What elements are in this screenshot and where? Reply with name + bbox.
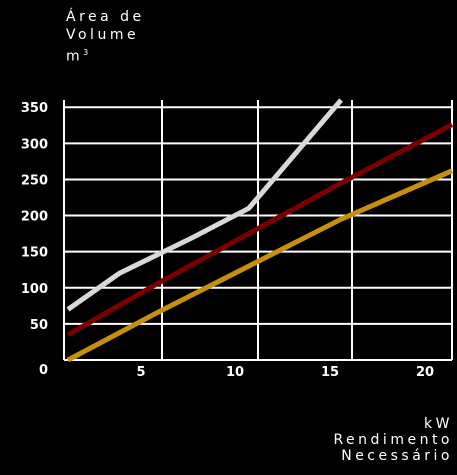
y-axis-unit: m3	[66, 44, 145, 66]
y-tick-label-350: 350	[21, 101, 48, 116]
series-line-1	[66, 98, 344, 312]
series-line-2	[66, 122, 454, 337]
y-tick-label-50: 50	[30, 318, 48, 333]
x-axis-title-line1: kW	[424, 416, 453, 432]
series-line-3	[66, 168, 453, 363]
x-tick-label-10: 10	[226, 365, 244, 380]
x-axis-title-line2: Rendimento	[333, 432, 453, 448]
y-axis-unit-base: m	[66, 48, 84, 65]
x-axis-title: kW Rendimento Necessário	[333, 416, 453, 464]
y-axis-title-line2: Volume	[66, 27, 140, 43]
x-tick-label-15: 15	[321, 365, 339, 380]
x-axis-title-line3: Necessário	[341, 448, 453, 464]
y-tick-label-250: 250	[21, 173, 48, 188]
y-tick-label-300: 300	[21, 137, 48, 152]
y-axis-title: Área de Volume m3	[66, 8, 145, 66]
y-axis-unit-exponent: 3	[83, 48, 89, 57]
y-tick-label-100: 100	[21, 282, 48, 297]
y-axis-title-line1: Área de	[66, 9, 145, 25]
y-tick-label-200: 200	[21, 210, 48, 225]
x-tick-label-20: 20	[416, 365, 434, 380]
line-chart: 350 300 250 200 150 100 50 0 5 10 15 20	[21, 98, 454, 380]
x-tick-label-5: 5	[136, 365, 145, 380]
y-tick-label-150: 150	[21, 246, 48, 261]
y-tick-label-0: 0	[39, 363, 48, 378]
